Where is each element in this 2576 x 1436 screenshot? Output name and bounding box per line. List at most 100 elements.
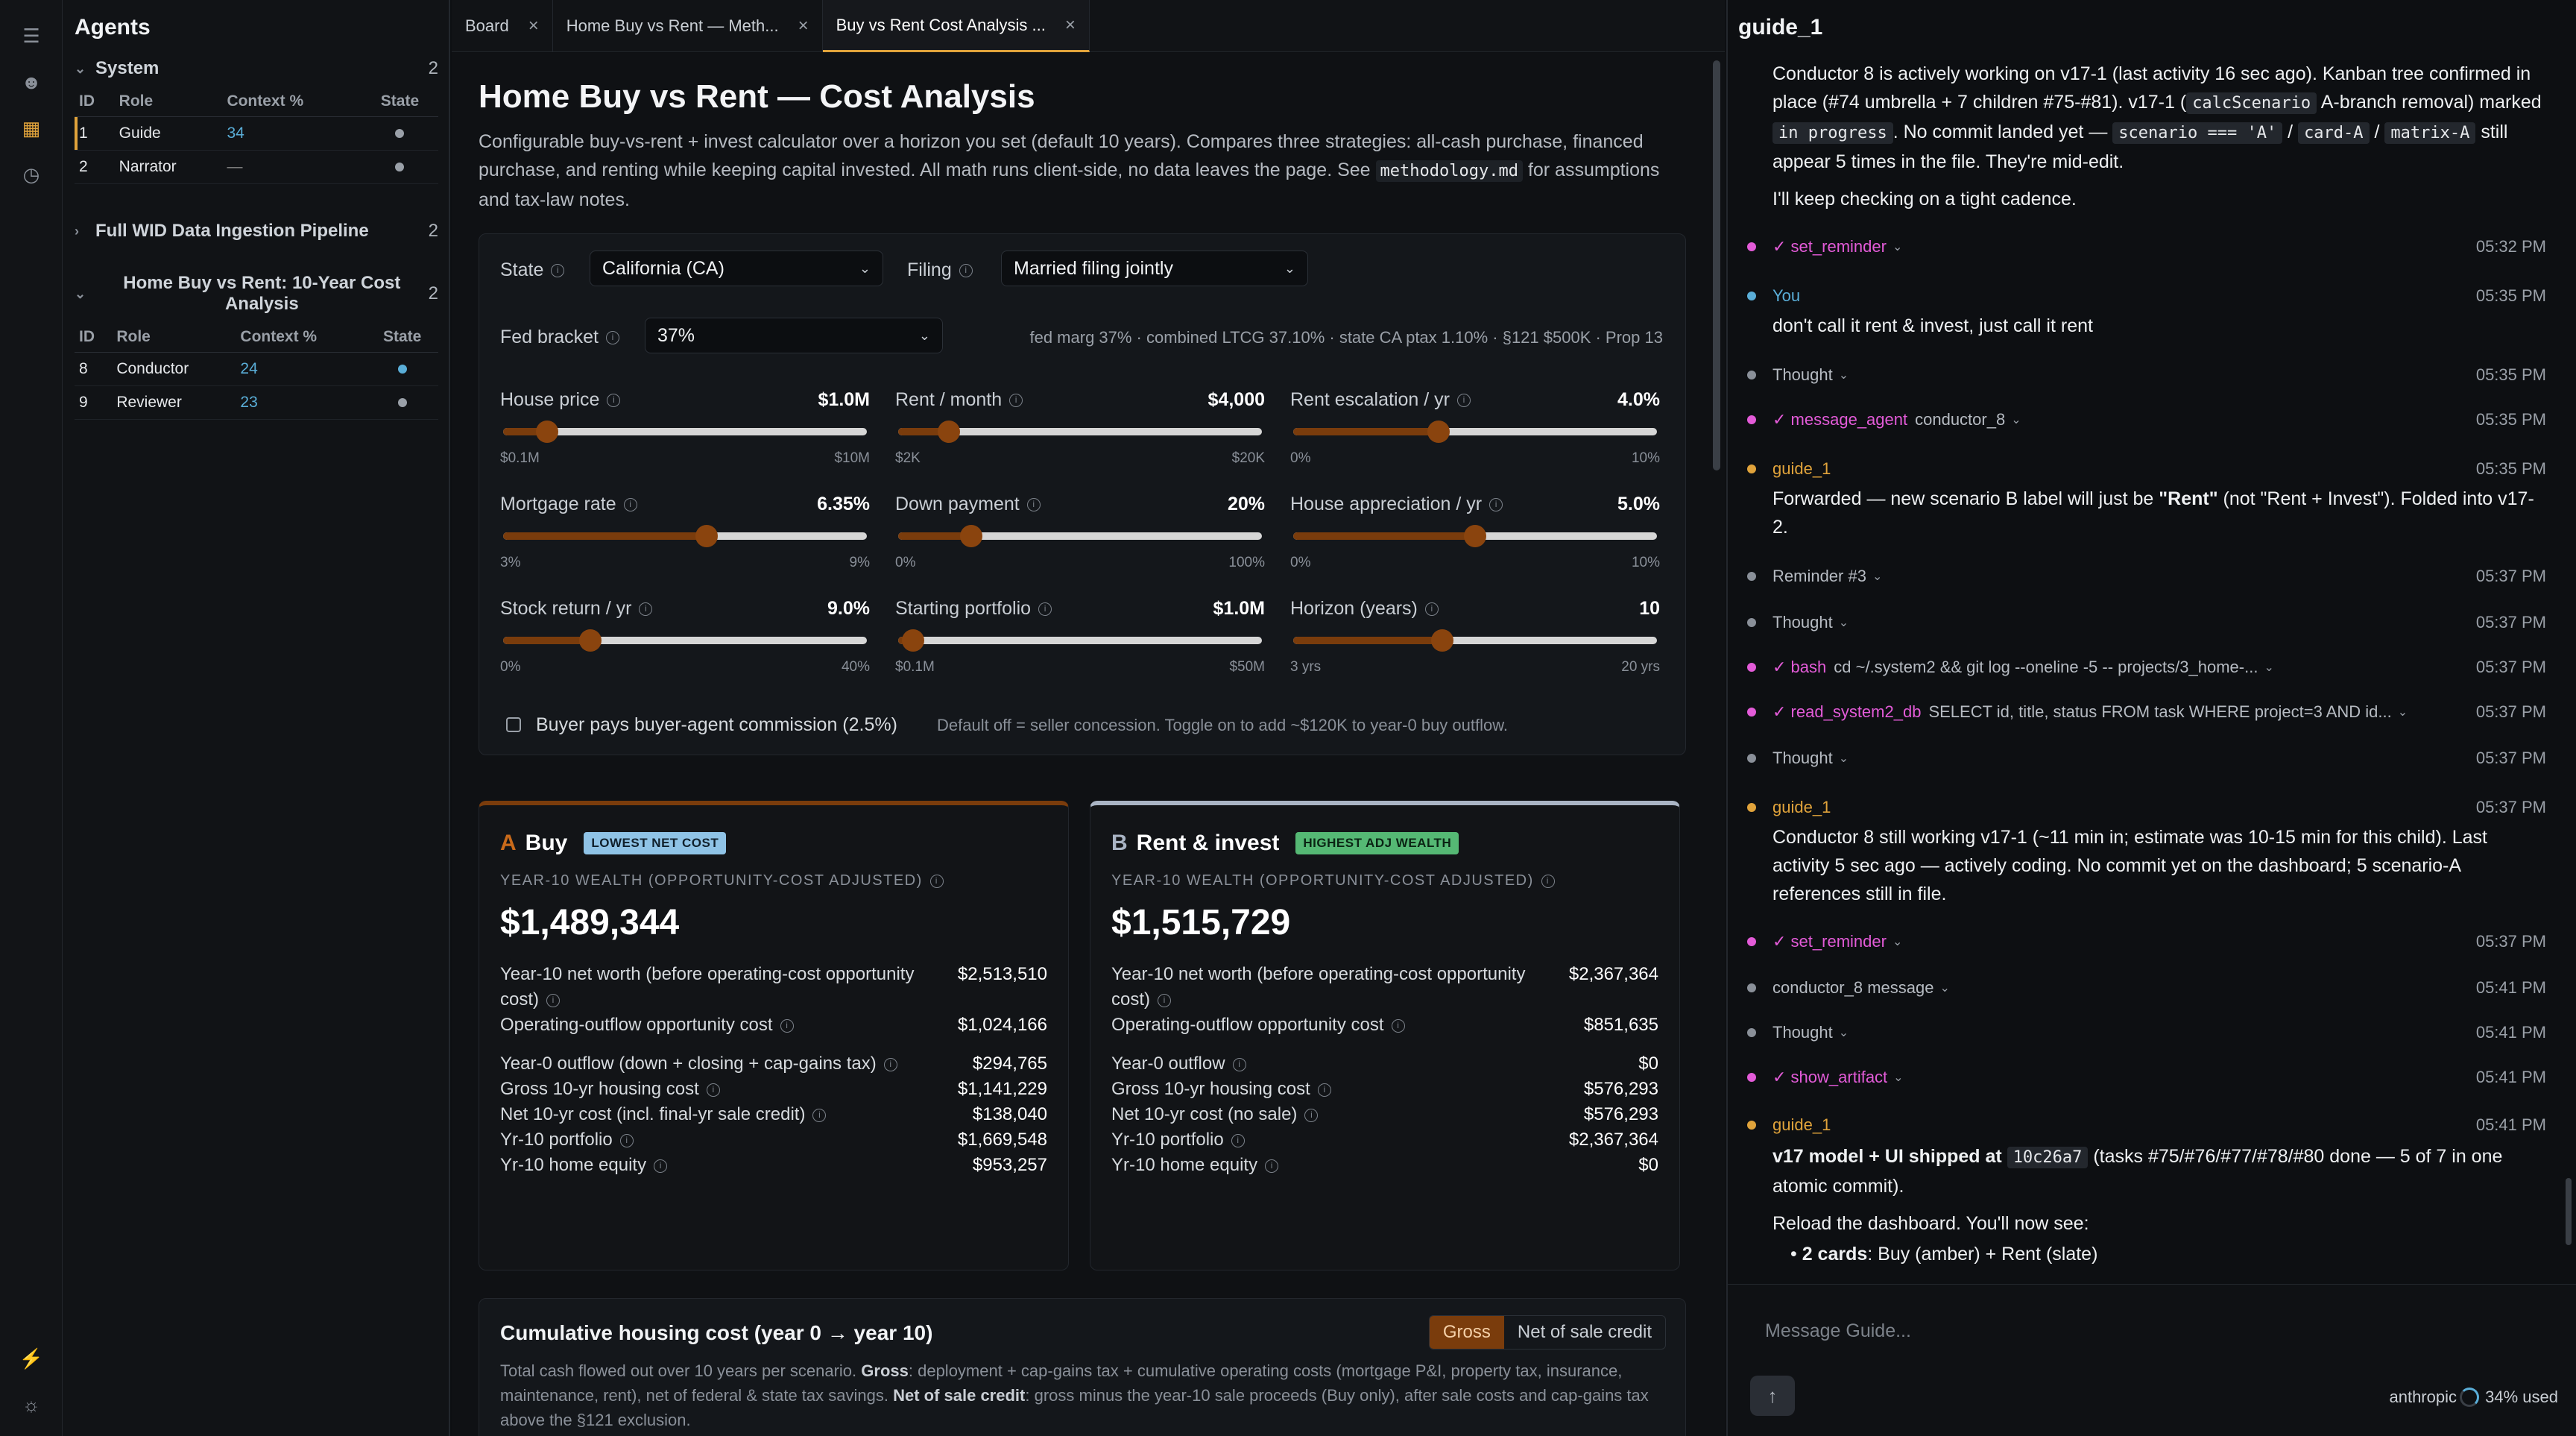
slider-thumb[interactable] [938,421,961,443]
sun-icon[interactable]: ☼ [22,1393,40,1416]
slider-fill [898,532,971,540]
agent-row-narrator[interactable]: 2 Narrator — [75,150,438,184]
layers-icon[interactable]: ☰ [22,24,40,47]
slider-thumb[interactable] [579,629,602,652]
col-role: Role [114,86,223,117]
slider-track[interactable] [1293,525,1657,547]
slider-rent-month[interactable]: Rent / month i $4,000 $2K $20K [895,389,1265,479]
chat-message: v17 model + UI shipped at 10c26a7 (tasks… [1747,1142,2546,1265]
info-icon: i [619,1133,634,1147]
chat-scrollbar[interactable] [2566,1178,2572,1245]
tool-event[interactable]: ✓ bash cd ~/.system2 && git log --oneline… [1747,658,2546,677]
close-icon[interactable]: × [1064,14,1076,35]
card-header: B Rent & invest HIGHEST ADJ WEALTH [1111,831,1459,856]
slider-max: 9% [849,555,870,570]
slider-track[interactable] [898,421,1262,443]
info-icon: i [546,993,561,1007]
event-dot-icon [1747,292,1756,300]
info-icon: i [1457,394,1471,408]
slider-horizon-years[interactable]: Horizon (years) i 10 3 yrs 20 yrs [1290,598,1660,687]
reminder-event[interactable]: Reminder #3 ⌄ 05:37 PM [1747,567,2546,586]
scrollbar[interactable] [1713,60,1720,470]
slider-down-payment[interactable]: Down payment i 20% 0% 100% [895,494,1265,583]
close-icon[interactable]: × [798,16,809,36]
slider-rent-escalation-yr[interactable]: Rent escalation / yr i 4.0% 0% 10% [1290,389,1660,479]
agent-id: 8 [75,352,113,386]
slider-track[interactable] [503,525,867,547]
slider-max: 100% [1228,555,1265,570]
icon-rail: ☰ ☻ ▦ ◷ ⚡ ☼ [0,0,63,1436]
slider-thumb[interactable] [1427,421,1450,443]
conductor-message-event[interactable]: conductor_8 message ⌄ 05:41 PM [1747,978,2546,998]
slider-min: $0.1M [895,659,935,675]
status-badge: HIGHEST ADJ WEALTH [1295,832,1459,854]
slider-thumb[interactable] [695,525,719,547]
slider-house-appreciation-yr[interactable]: House appreciation / yr i 5.0% 0% 10% [1290,494,1660,583]
toggle-gross[interactable]: Gross [1429,1316,1504,1349]
thought-event[interactable]: Thought ⌄ 05:35 PM [1747,365,2546,385]
slider-fill [1293,532,1475,540]
tool-event[interactable]: ✓ set_reminder ⌄ 05:32 PM [1747,237,2546,256]
agent-id: 1 [75,116,115,151]
agent-row-guide[interactable]: 1 Guide 34 [75,116,438,151]
board-icon[interactable]: ▦ [22,116,41,139]
slider-track[interactable] [898,629,1262,652]
agent-group-header[interactable]: ⌄ Home Buy vs Rent: 10-Year Cost Analysi… [75,273,438,315]
tool-event[interactable]: ✓ set_reminder ⌄ 05:37 PM [1747,932,2546,951]
tab-label: Home Buy vs Rent — Meth... [566,16,779,35]
slider-label: House appreciation / yr i [1290,494,1503,515]
users-icon[interactable]: ☻ [21,70,42,93]
state-select[interactable]: California (CA) ⌄ [590,251,883,286]
slider-starting-portfolio[interactable]: Starting portfolio i $1.0M $0.1M $50M [895,598,1265,687]
slider-thumb[interactable] [901,629,924,652]
slider-track[interactable] [898,525,1262,547]
chevron-down-icon: ⌄ [1838,617,1849,629]
commission-checkbox[interactable] [506,717,521,732]
slider-track[interactable] [503,629,867,652]
agent-context: 23 [236,385,367,420]
tab-bar: Board × Home Buy vs Rent — Meth... × Buy… [452,0,1725,52]
col-context: Context % [236,322,367,353]
card-wealth: $1,489,344 [500,903,680,942]
slider-track[interactable] [1293,629,1657,652]
info-icon: i [1038,602,1052,617]
slider-thumb[interactable] [1464,525,1486,547]
tool-event[interactable]: ✓ read_system2_db SELECT id, title, statu… [1747,702,2546,722]
agents-title: Agents [75,15,151,40]
tab-cost-analysis[interactable]: Buy vs Rent Cost Analysis ... × [822,0,1090,52]
send-button[interactable]: ↑ [1750,1376,1795,1416]
close-icon[interactable]: × [528,16,539,36]
thought-event[interactable]: Thought ⌄ 05:37 PM [1747,613,2546,632]
slider-thumb[interactable] [1431,629,1454,652]
thought-event[interactable]: Thought ⌄ 05:41 PM [1747,1023,2546,1042]
thought-event[interactable]: Thought ⌄ 05:37 PM [1747,749,2546,768]
fed-select[interactable]: 37% ⌄ [645,318,943,353]
slider-thumb[interactable] [535,421,558,443]
agent-row-reviewer[interactable]: 9 Reviewer 23 [75,385,438,420]
agent-group-header[interactable]: ⌄ System 2 [75,58,438,79]
tool-event[interactable]: ✓ show_artifact ⌄ 05:41 PM [1747,1068,2546,1087]
filing-select[interactable]: Married filing jointly ⌄ [1001,251,1308,286]
tab-methodology[interactable]: Home Buy vs Rent — Meth... × [553,0,823,52]
usage-label: 34% used [2485,1388,2558,1406]
agent-group-header[interactable]: › Full WID Data Ingestion Pipeline 2 [75,221,438,242]
message-input[interactable]: Message Guide... [1765,1320,1911,1341]
slider-track[interactable] [1293,421,1657,443]
tool-event[interactable]: ✓ message_agent conductor_8 ⌄ 05:35 PM [1747,410,2546,429]
card-row: Year-0 outflow (down + closing + cap-gai… [500,1054,1047,1074]
slider-stock-return-yr[interactable]: Stock return / yr i 9.0% 0% 40% [500,598,870,687]
slider-fill [1293,428,1439,435]
slider-mortgage-rate[interactable]: Mortgage rate i 6.35% 3% 9% [500,494,870,583]
slider-track[interactable] [503,421,867,443]
slider-house-price[interactable]: House price i $1.0M $0.1M $10M [500,389,870,479]
clock-icon[interactable]: ◷ [22,163,40,186]
tab-board[interactable]: Board × [452,0,553,52]
agent-row-conductor[interactable]: 8 Conductor 24 [75,352,438,386]
toggle-net[interactable]: Net of sale credit [1517,1322,1652,1342]
slider-label: House price i [500,389,621,411]
bolt-icon[interactable]: ⚡ [19,1347,44,1370]
slider-thumb[interactable] [959,525,982,547]
fed-label: Fed bracket i [500,327,620,348]
page-description: Configurable buy-vs-rent + invest calcul… [479,127,1686,214]
agent-context: 24 [236,352,367,386]
